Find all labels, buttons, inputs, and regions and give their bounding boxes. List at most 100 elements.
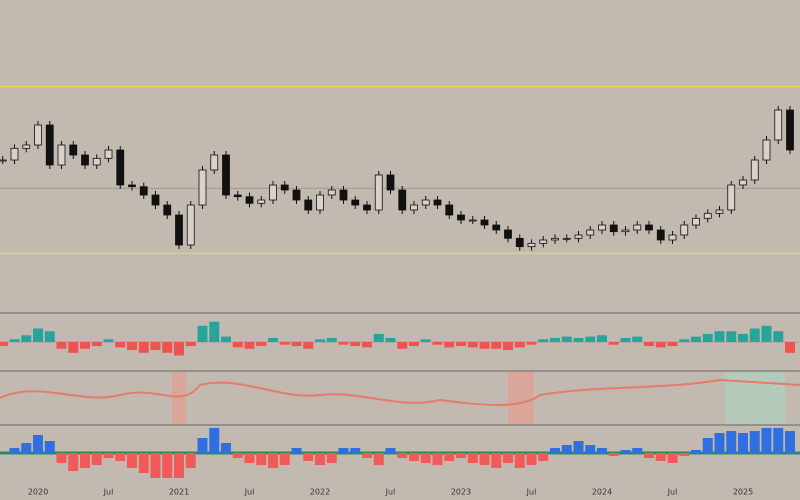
histogram-bar (174, 453, 184, 478)
histogram-bar (244, 342, 255, 349)
histogram-bar (150, 453, 161, 478)
histogram-bar (21, 443, 32, 453)
candle (633, 224, 642, 231)
histogram-bar (185, 342, 196, 347)
histogram-bar (655, 453, 666, 461)
x-tick-label: Jul (385, 488, 396, 497)
candle (656, 229, 665, 241)
candle (163, 204, 172, 216)
histogram-bar (338, 448, 349, 453)
histogram-bar (691, 336, 701, 342)
histogram-bar (503, 342, 513, 351)
histogram-bar (573, 337, 584, 342)
histogram-bar (620, 337, 631, 342)
histogram-bar (785, 342, 795, 353)
histogram-bar (91, 453, 102, 465)
histogram-bar (632, 448, 643, 453)
candle (363, 204, 371, 211)
histogram-bar (761, 325, 772, 342)
histogram-bar (514, 453, 525, 468)
x-tick-label: Jul (526, 488, 537, 497)
candle (245, 196, 254, 204)
candle (445, 204, 454, 216)
candle (398, 189, 407, 211)
histogram-bar (432, 453, 443, 465)
histogram-bar (385, 448, 396, 453)
histogram-bar (385, 337, 396, 342)
histogram-bar (644, 342, 654, 347)
candle (139, 186, 148, 196)
candle (22, 144, 31, 149)
histogram-bar (444, 453, 455, 461)
x-tick-label: Jul (244, 488, 255, 497)
histogram-bar (80, 453, 90, 468)
histogram-bar (726, 331, 737, 342)
histogram-bar (714, 331, 725, 342)
histogram-bar (761, 428, 772, 453)
candle (739, 179, 747, 186)
histogram-bar (315, 339, 325, 342)
histogram-bar (597, 335, 607, 342)
candle (786, 109, 794, 151)
candle (339, 189, 348, 201)
histogram-bar (409, 342, 419, 347)
candle (692, 217, 700, 226)
histogram-bar (103, 453, 114, 458)
histogram-bar (303, 342, 314, 349)
histogram-bar (644, 453, 654, 458)
x-tick-label: Jul (103, 488, 114, 497)
candle (104, 149, 113, 159)
candle (621, 229, 630, 233)
histogram-bar (397, 453, 408, 458)
histogram-bar (738, 433, 748, 453)
candle (527, 242, 536, 248)
candle (774, 109, 783, 141)
x-tick-label: 2024 (592, 488, 612, 497)
candle (762, 139, 771, 161)
candle (750, 159, 759, 181)
histogram-bar (268, 453, 278, 468)
highlight-band (172, 372, 186, 424)
candle (433, 199, 442, 206)
histogram-bar (221, 336, 231, 342)
candle (551, 237, 559, 241)
x-tick-label: 2023 (451, 488, 471, 497)
histogram-bar (691, 450, 701, 453)
histogram-bar (232, 453, 243, 458)
x-tick-label: 2022 (310, 488, 330, 497)
histogram-bar (9, 448, 20, 453)
candle (480, 219, 489, 226)
histogram-bar (420, 339, 431, 342)
histogram-bar (561, 336, 572, 342)
histogram-bar (526, 342, 537, 345)
histogram-bar (338, 342, 349, 345)
candle (10, 147, 19, 161)
histogram-bar (667, 342, 678, 347)
candle (81, 154, 89, 166)
histogram-bar (326, 337, 337, 342)
histogram-bar (620, 450, 631, 453)
histogram-bar (350, 342, 361, 347)
candle (386, 174, 395, 191)
candle (69, 144, 78, 156)
histogram-bar (749, 431, 760, 453)
histogram-bar (68, 453, 79, 471)
histogram-bar (232, 342, 243, 348)
candle (233, 194, 242, 198)
histogram-bar (702, 438, 713, 453)
histogram-bar (56, 342, 67, 349)
candle (727, 184, 736, 211)
histogram-bar (667, 453, 678, 463)
x-tick-label: 2020 (28, 488, 48, 497)
highlight-band (508, 372, 534, 424)
histogram-bar (444, 342, 455, 348)
histogram-bar (162, 453, 173, 478)
histogram-bar (244, 453, 255, 463)
candle (504, 229, 512, 239)
candle (210, 154, 219, 171)
histogram-bar (21, 335, 32, 342)
candle (128, 184, 136, 188)
histogram-bar (303, 453, 314, 461)
candle (316, 194, 324, 211)
candle (562, 237, 571, 240)
